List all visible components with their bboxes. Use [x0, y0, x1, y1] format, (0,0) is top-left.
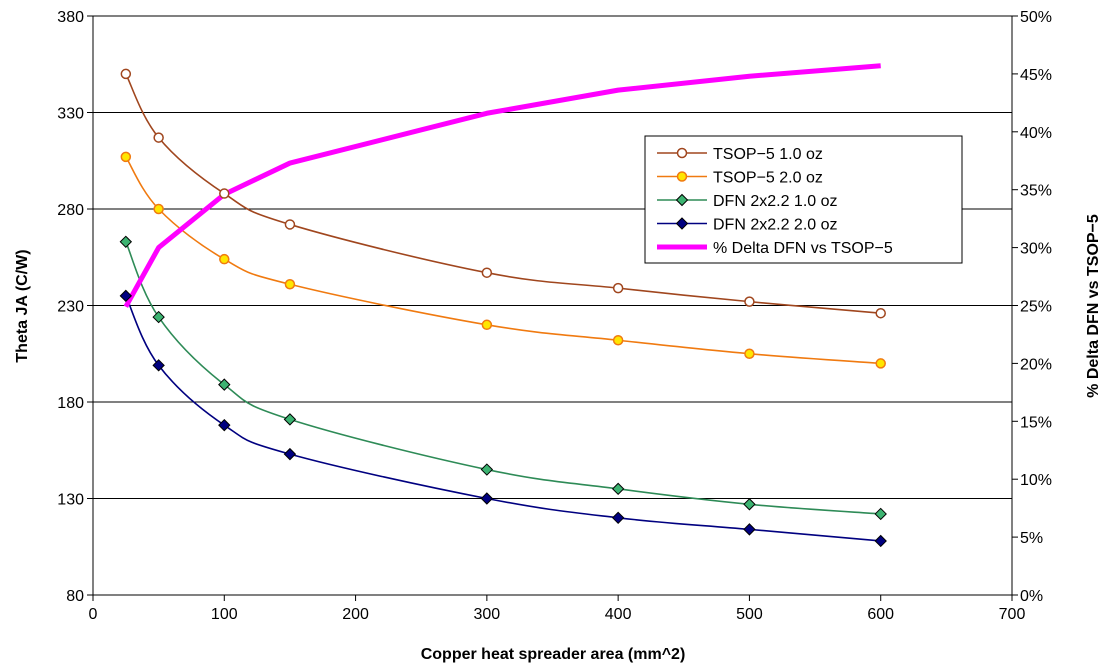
- y-tick-label: 80: [66, 588, 84, 605]
- x-tick-label: 200: [342, 606, 369, 623]
- data-point: [481, 319, 493, 331]
- data-point: [743, 523, 756, 536]
- data-point: [283, 447, 297, 461]
- data-point: [611, 482, 625, 496]
- x-tick-label: 0: [89, 606, 98, 623]
- data-point: [480, 492, 494, 505]
- x-tick-label: 700: [999, 606, 1026, 623]
- y2-axis-title: % Delta DFN vs TSOP−5: [1085, 214, 1102, 398]
- legend-marker: [676, 147, 688, 159]
- data-point: [219, 188, 230, 199]
- tick-labels: 80 130 180 230 280 330 380 0% 5% 10% 15% 20% 25% 30% 3…: [57, 9, 1052, 623]
- y-tick-label: 330: [57, 106, 84, 123]
- y-tick-label: 130: [57, 492, 84, 509]
- data-point: [218, 418, 231, 432]
- data-point: [612, 282, 624, 294]
- data-point: [153, 203, 164, 215]
- y2-tick-label: 10%: [1020, 472, 1052, 489]
- y2-tick-label: 0%: [1020, 588, 1043, 605]
- x-tick-label: 100: [211, 606, 238, 623]
- data-point: [153, 132, 164, 143]
- y2-tick-label: 45%: [1020, 67, 1052, 84]
- x-tick-label: 300: [474, 606, 501, 623]
- series-line-1: [125, 156, 881, 365]
- data-point: [219, 253, 230, 265]
- x-tick-label: 600: [867, 606, 894, 623]
- data-point: [611, 511, 625, 525]
- legend-label: TSOP−5 1.0 oz: [713, 146, 823, 163]
- data-point: [119, 289, 133, 303]
- y2-tick-label: 40%: [1020, 125, 1052, 142]
- data-point: [218, 378, 231, 391]
- legend-marker: [676, 171, 688, 182]
- data-point: [284, 219, 296, 230]
- data-point: [284, 279, 296, 290]
- y2-tick-label: 15%: [1020, 414, 1052, 431]
- y2-tick-label: 35%: [1020, 183, 1052, 200]
- data-point: [480, 463, 494, 476]
- legend: TSOP−5 1.0 oz TSOP−5 2.0 oz DFN 2x2.2 1.0 …: [644, 135, 963, 264]
- data-point: [612, 334, 624, 346]
- legend-label: DFN 2x2.2 1.0 oz: [713, 193, 838, 210]
- legend-label: TSOP−5 2.0 oz: [713, 170, 823, 187]
- x-tick-label: 400: [605, 606, 632, 623]
- y2-tick-label: 50%: [1020, 9, 1052, 26]
- series-lines: [123, 63, 881, 542]
- data-point: [120, 68, 132, 80]
- data-point: [744, 296, 755, 307]
- series-line-4: [123, 63, 881, 308]
- y-tick-label: 380: [57, 9, 84, 26]
- axis-ticks: [87, 15, 1018, 601]
- data-point: [119, 235, 133, 249]
- data-point: [743, 498, 756, 511]
- data-point: [283, 413, 297, 426]
- series-line-0: [125, 73, 881, 315]
- data-point: [152, 310, 165, 324]
- y-tick-label: 280: [57, 202, 84, 219]
- data-point: [481, 267, 493, 278]
- x-tick-label: 500: [736, 606, 763, 623]
- y-tick-label: 230: [57, 299, 84, 316]
- legend-marker: [675, 217, 689, 230]
- series-line-2: [125, 241, 881, 515]
- y2-tick-label: 30%: [1020, 241, 1052, 258]
- legend-label: DFN 2x2.2 2.0 oz: [713, 217, 838, 234]
- y2-tick-label: 25%: [1020, 299, 1052, 316]
- x-axis-title: Copper heat spreader area (mm^2): [421, 646, 686, 663]
- series-line-3: [125, 295, 881, 542]
- data-point: [874, 507, 887, 521]
- data-point: [875, 307, 886, 319]
- data-point: [120, 151, 132, 163]
- data-point: [152, 359, 165, 372]
- legend-marker: [675, 193, 689, 207]
- y-axis-title: Theta JA (C/W): [14, 249, 31, 362]
- data-point: [874, 534, 887, 548]
- y2-tick-label: 20%: [1020, 356, 1052, 373]
- y-tick-label: 180: [57, 395, 84, 412]
- series-markers: [119, 68, 887, 548]
- legend-label: % Delta DFN vs TSOP−5: [713, 240, 893, 257]
- data-point: [875, 358, 886, 369]
- data-point: [744, 348, 755, 359]
- y2-tick-label: 5%: [1020, 530, 1043, 547]
